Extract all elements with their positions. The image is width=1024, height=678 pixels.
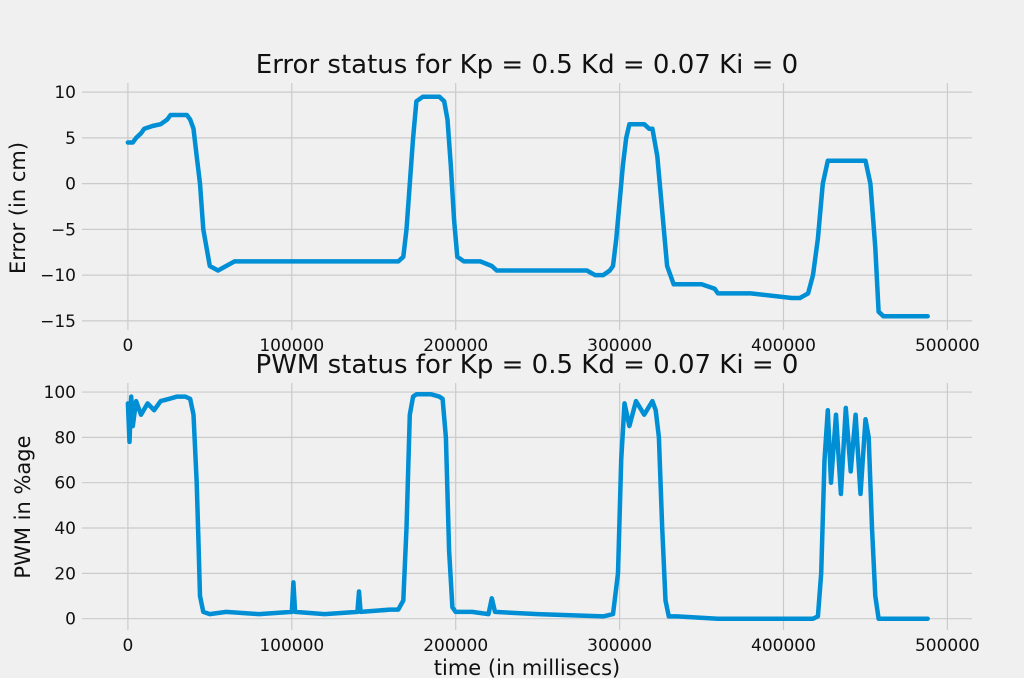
pwm-chart-ticks: 0 100000 200000 300000 400000 500000 100 80 60 40… [44,383,980,656]
pwm-chart-title: PWM status for Kp = 0.5 Kd = 0.07 Ki = 0 [256,350,799,380]
x-tick-label: 200000 [423,336,488,356]
x-tick-label: 0 [122,636,133,656]
y-tick-label: 60 [54,474,76,494]
y-tick-label: 5 [65,129,76,149]
y-tick-label: 80 [54,428,76,448]
y-tick-label: 0 [65,175,76,195]
error-chart: Error status for Kp = 0.5 Kd = 0.07 Ki =… [6,50,980,356]
error-chart-ylabel: Error (in cm) [6,142,30,274]
x-tick-label: 400000 [751,636,816,656]
y-tick-label: −10 [40,266,76,286]
y-tick-label: 0 [65,610,76,630]
y-tick-label: −15 [40,312,76,332]
error-chart-ticks: 0 100000 200000 300000 400000 500000 10 5 0 −5 −10… [40,83,980,356]
x-tick-label: 100000 [259,636,324,656]
pwm-chart-grid [82,383,972,630]
y-tick-label: 40 [54,519,76,539]
x-tick-label: 100000 [259,336,324,356]
y-tick-label: −5 [51,220,76,240]
x-tick-label: 500000 [915,636,980,656]
y-tick-label: 10 [54,83,76,103]
error-chart-title: Error status for Kp = 0.5 Kd = 0.07 Ki =… [256,50,798,80]
pwm-chart: PWM status for Kp = 0.5 Kd = 0.07 Ki = 0… [11,350,980,678]
pwm-chart-ylabel: PWM in %age [11,435,35,578]
pwm-series-line [125,392,930,621]
y-tick-label: 100 [44,383,76,403]
x-tick-label: 300000 [587,336,652,356]
y-tick-label: 20 [54,564,76,584]
error-series-line [125,94,930,319]
x-tick-label: 0 [122,336,133,356]
pwm-chart-xlabel: time (in millisecs) [434,656,620,678]
x-tick-label: 200000 [423,636,488,656]
error-chart-grid [82,83,972,330]
x-tick-label: 400000 [751,336,816,356]
x-tick-label: 300000 [587,636,652,656]
x-tick-label: 500000 [915,336,980,356]
